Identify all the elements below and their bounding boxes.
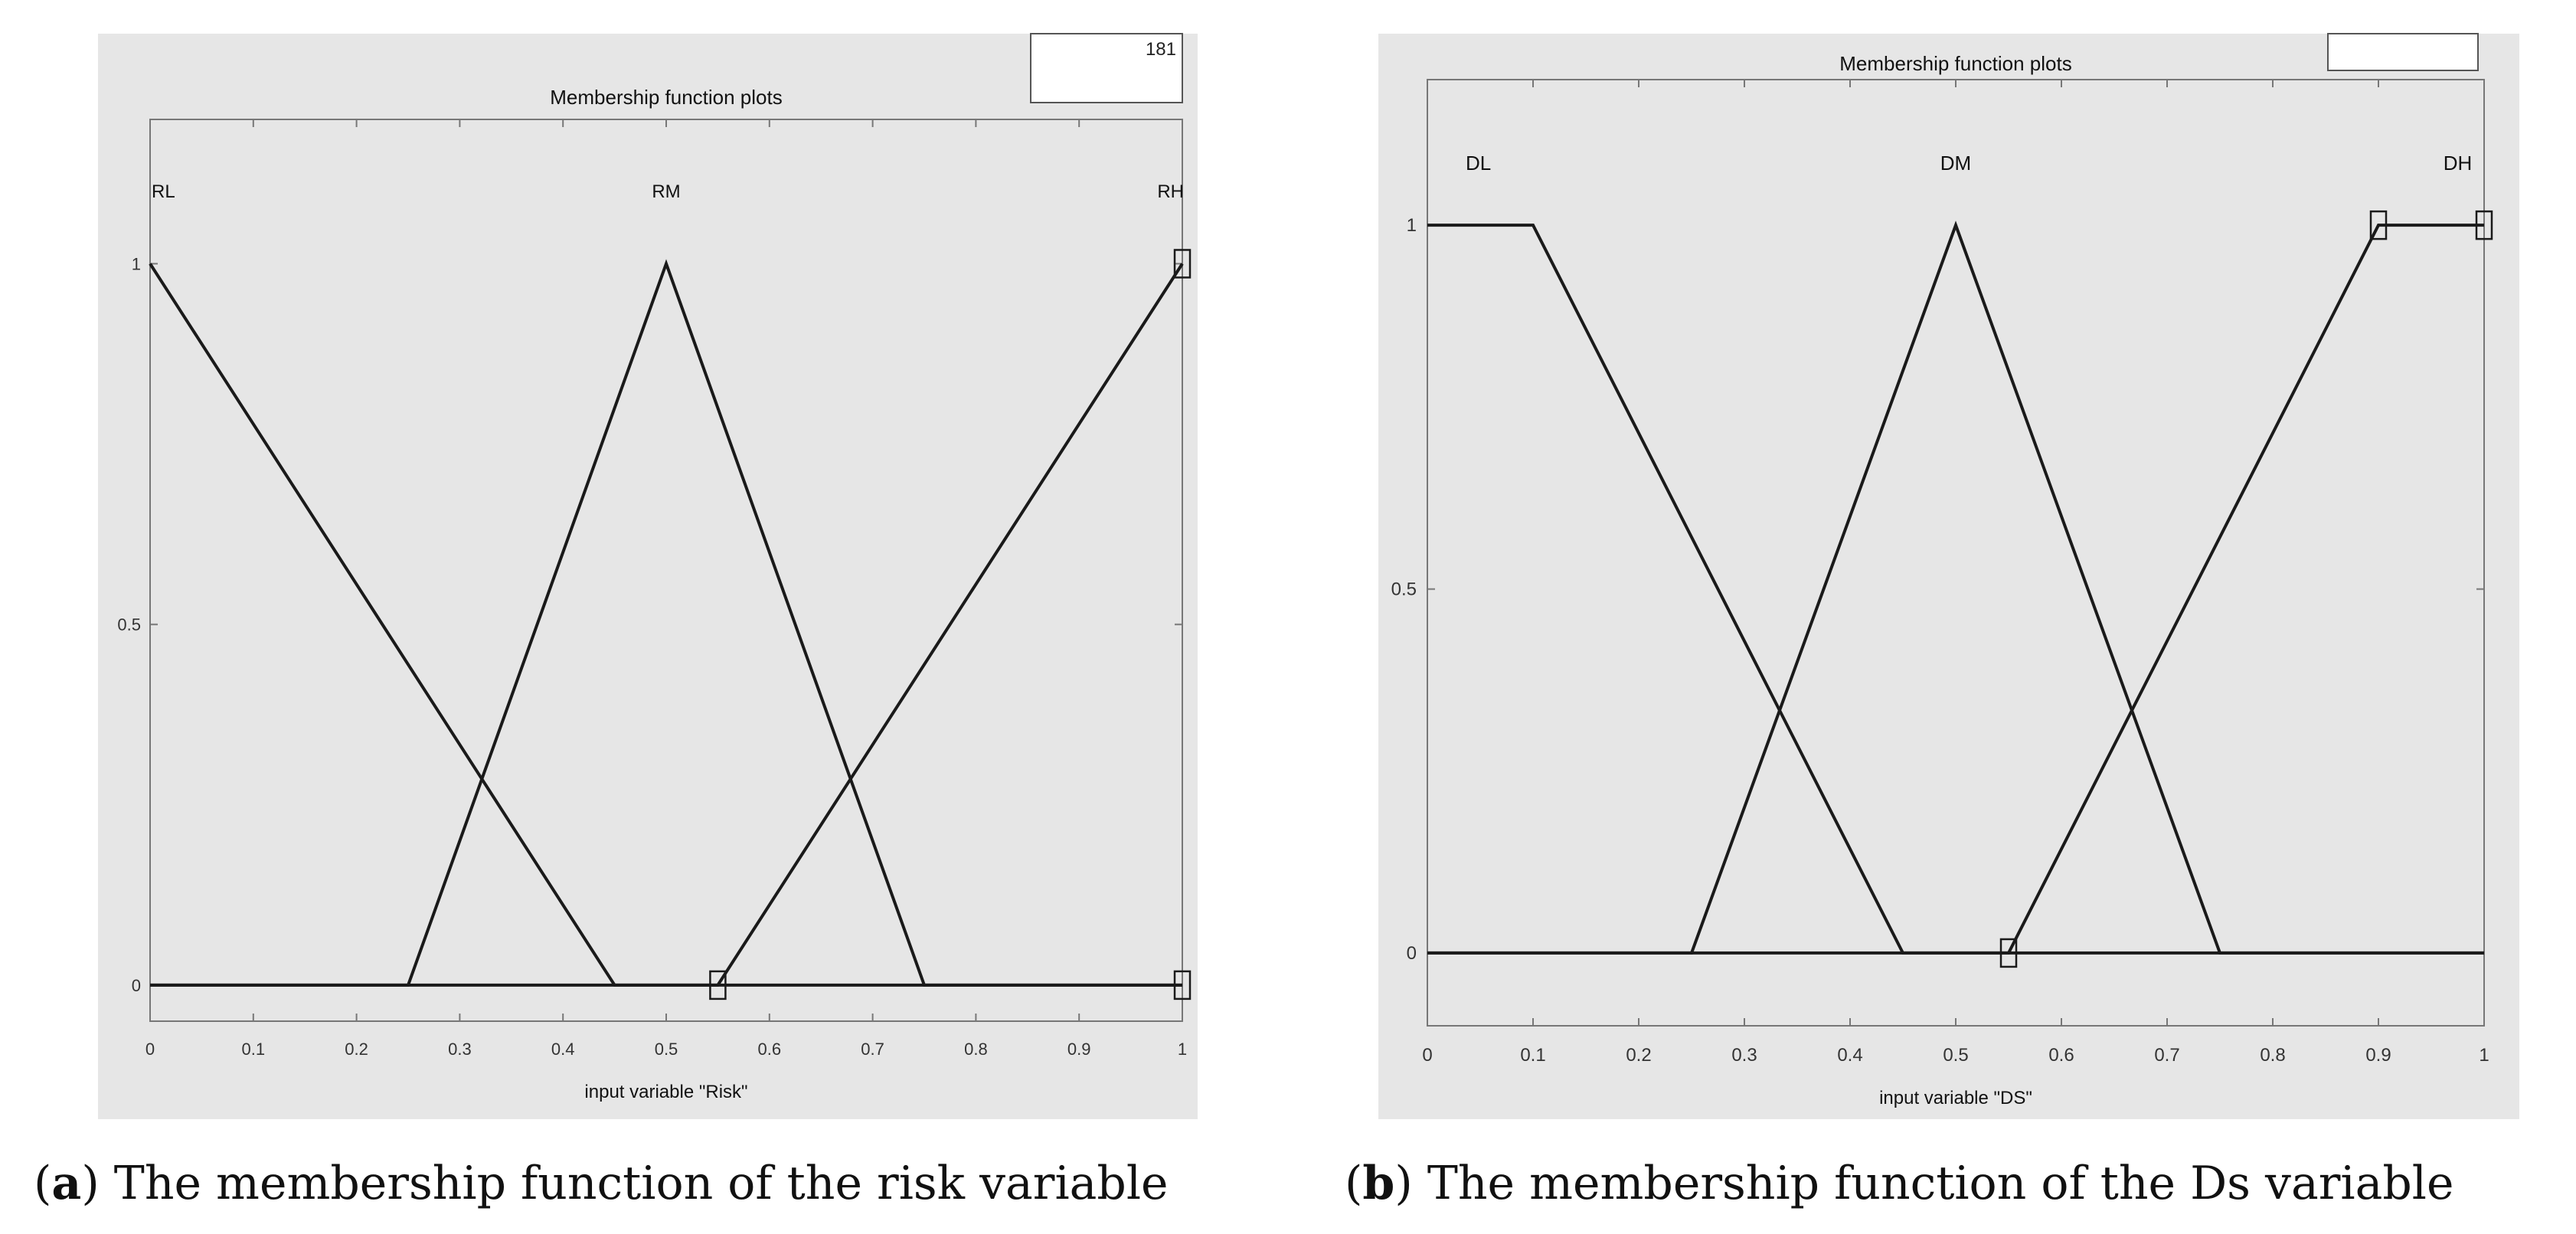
- x-tick-label: 0: [1422, 1045, 1432, 1066]
- x-tick-label: 0.9: [1067, 1040, 1091, 1059]
- series-line-rh: [150, 263, 1184, 987]
- series-label-dm: DM: [1940, 152, 1971, 175]
- x-tick-label: 0.3: [1731, 1045, 1757, 1066]
- panel-a-title: Membership function plots: [550, 86, 782, 109]
- caption-b: (b) The membership function of the Ds va…: [1345, 1157, 2453, 1210]
- panel-b-ticks: 0 0.1 0.2 0.3 0.4 0.5 0.6 0.7 0.8 0.9 1 0 0.5 1: [1391, 80, 2489, 1066]
- x-tick-label: 0.8: [964, 1040, 988, 1059]
- x-tick-label: 0.2: [345, 1040, 368, 1059]
- x-tick-label: 0.6: [758, 1040, 782, 1059]
- x-tick-label: 0.7: [861, 1040, 884, 1059]
- y-tick-label: 0: [1407, 943, 1417, 964]
- series-line-dl: [1427, 224, 2484, 955]
- panel-b-membership-ds: Membership function plots 0 0.1 0.2 0.3 0.4 0…: [1378, 33, 2519, 1119]
- x-tick-label: 1: [2479, 1045, 2489, 1066]
- panel-b-title: Membership function plots: [1839, 52, 2071, 75]
- series-label-rl: RL: [152, 181, 175, 202]
- x-tick-label: 0.5: [655, 1040, 678, 1059]
- selection-marker[interactable]: [1173, 249, 1192, 279]
- caption-a-letter: a: [51, 1157, 81, 1210]
- panel-a-corner-text: 181: [1146, 39, 1176, 60]
- series-label-rh: RH: [1157, 181, 1184, 202]
- selection-marker[interactable]: [1173, 970, 1192, 1001]
- panel-a-markers: [709, 249, 1192, 1001]
- series-line-dh: [1427, 224, 2484, 955]
- panel-b-series-labels: DL DM DH: [1466, 152, 2472, 175]
- selection-marker[interactable]: [2369, 210, 2388, 240]
- x-tick-label: 1: [1178, 1040, 1187, 1059]
- x-tick-label: 0.4: [1837, 1045, 1862, 1066]
- x-tick-label: 0.2: [1626, 1045, 1651, 1066]
- x-tick-label: 0.6: [2048, 1045, 2074, 1066]
- panel-a-corner-box: [1030, 33, 1183, 103]
- x-tick-label: 0: [145, 1040, 155, 1059]
- caption-b-letter: b: [1362, 1157, 1394, 1210]
- y-tick-label: 0.5: [1391, 579, 1417, 600]
- y-tick-label: 0: [132, 976, 141, 995]
- x-tick-label: 0.9: [2365, 1045, 2391, 1066]
- panel-a-series: [149, 259, 1184, 987]
- selection-marker[interactable]: [709, 970, 727, 1001]
- y-tick-label: 1: [132, 254, 141, 273]
- selection-marker[interactable]: [1999, 938, 2018, 968]
- x-tick-label: 0.5: [1943, 1045, 1968, 1066]
- panel-a-series-labels: RL RM RH: [152, 181, 1184, 202]
- x-tick-label: 0.8: [2260, 1045, 2285, 1066]
- series-label-dl: DL: [1466, 152, 1491, 175]
- panel-a-background: [98, 34, 1198, 1119]
- series-label-dh: DH: [2444, 152, 2473, 175]
- caption-a-text: The membership function of the risk vari…: [100, 1157, 1169, 1210]
- selection-marker[interactable]: [2475, 210, 2493, 240]
- panel-a-membership-risk: 181 Membership function plots 0 0.1 0.2 0.3…: [98, 33, 1198, 1119]
- x-tick-label: 0.1: [242, 1040, 266, 1059]
- panel-b-x-axis-label: input variable "DS": [1879, 1088, 2032, 1108]
- panel-b-background: [1378, 34, 2519, 1119]
- caption-b-text: The membership function of the Ds variab…: [1413, 1157, 2454, 1210]
- panel-a-ticks: 0 0.1 0.2 0.3 0.4 0.5 0.6 0.7 0.8 0.9 1 0 0.5 1: [117, 119, 1187, 1059]
- panel-b-corner-box: [2327, 33, 2479, 71]
- x-tick-label: 0.7: [2154, 1045, 2179, 1066]
- x-tick-label: 0.1: [1520, 1045, 1545, 1066]
- y-tick-label: 0.5: [117, 615, 141, 635]
- series-label-rm: RM: [652, 181, 680, 202]
- panel-b-series: [1427, 220, 2484, 955]
- panel-a-x-axis-label: input variable "Risk": [584, 1082, 747, 1102]
- x-tick-label: 0.4: [551, 1040, 575, 1059]
- y-tick-label: 1: [1407, 215, 1417, 236]
- x-tick-label: 0.3: [448, 1040, 472, 1059]
- panel-b-markers: [1999, 210, 2493, 968]
- caption-a: (a) The membership function of the risk …: [34, 1157, 1169, 1210]
